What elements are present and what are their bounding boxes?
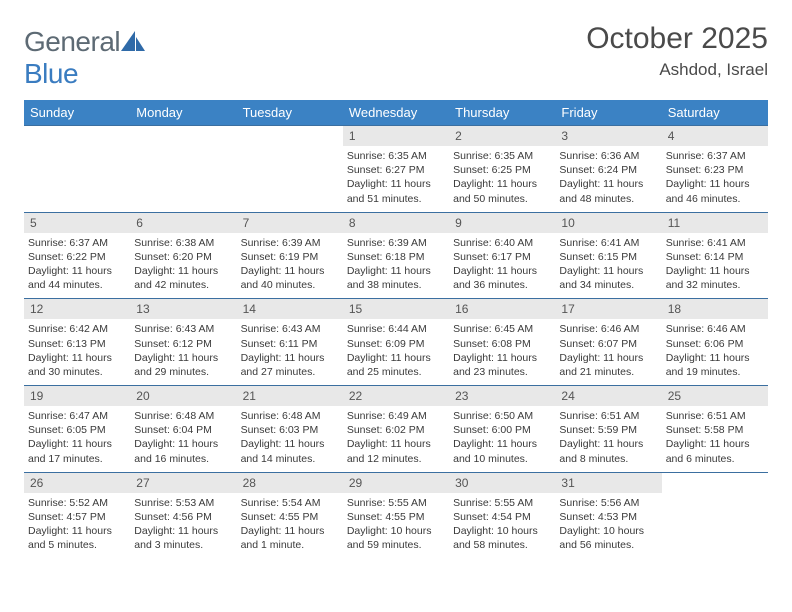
day-cell-body: Sunrise: 6:43 AMSunset: 6:12 PMDaylight:…: [130, 319, 236, 385]
day-cell-body: [662, 493, 768, 502]
day-cell-body: Sunrise: 6:39 AMSunset: 6:18 PMDaylight:…: [343, 233, 449, 299]
logo-sail-icon: [121, 26, 147, 58]
day-cell-body: Sunrise: 6:46 AMSunset: 6:07 PMDaylight:…: [555, 319, 661, 385]
page-title: October 2025: [586, 22, 768, 56]
week-number-row: 19202122232425: [24, 386, 768, 407]
day-cell-body: Sunrise: 6:48 AMSunset: 6:03 PMDaylight:…: [237, 406, 343, 472]
day-cell-body: Sunrise: 6:50 AMSunset: 6:00 PMDaylight:…: [449, 406, 555, 472]
day-number: 24: [555, 386, 661, 406]
day-number: 6: [130, 213, 236, 233]
day-header: Tuesday: [237, 100, 343, 126]
day-number: [24, 126, 130, 132]
calendar-page: GeneralBlue October 2025 Ashdod, Israel …: [0, 0, 792, 559]
day-cell-body: Sunrise: 5:54 AMSunset: 4:55 PMDaylight:…: [237, 493, 343, 559]
day-number: 20: [130, 386, 236, 406]
day-number: 10: [555, 213, 661, 233]
day-number: 25: [662, 386, 768, 406]
day-number: 30: [449, 473, 555, 493]
day-header: Saturday: [662, 100, 768, 126]
day-number: [130, 126, 236, 132]
week-number-row: 12131415161718: [24, 299, 768, 320]
day-header: Friday: [555, 100, 661, 126]
day-number: 4: [662, 126, 768, 146]
day-cell-body: Sunrise: 6:45 AMSunset: 6:08 PMDaylight:…: [449, 319, 555, 385]
day-number: 13: [130, 299, 236, 319]
day-number: 12: [24, 299, 130, 319]
day-cell-body: [237, 146, 343, 155]
day-number: 14: [237, 299, 343, 319]
day-cell-body: Sunrise: 6:39 AMSunset: 6:19 PMDaylight:…: [237, 233, 343, 299]
day-cell-body: Sunrise: 6:48 AMSunset: 6:04 PMDaylight:…: [130, 406, 236, 472]
day-number: 2: [449, 126, 555, 146]
day-number: 18: [662, 299, 768, 319]
day-cell-body: Sunrise: 6:41 AMSunset: 6:14 PMDaylight:…: [662, 233, 768, 299]
day-header: Wednesday: [343, 100, 449, 126]
day-number: 29: [343, 473, 449, 493]
week-body-row: Sunrise: 6:47 AMSunset: 6:05 PMDaylight:…: [24, 406, 768, 472]
calendar-table: SundayMondayTuesdayWednesdayThursdayFrid…: [24, 100, 768, 559]
day-cell-body: Sunrise: 6:51 AMSunset: 5:58 PMDaylight:…: [662, 406, 768, 472]
day-header: Sunday: [24, 100, 130, 126]
day-number: 9: [449, 213, 555, 233]
header: GeneralBlue October 2025 Ashdod, Israel: [24, 22, 768, 90]
day-number: 21: [237, 386, 343, 406]
title-block: October 2025 Ashdod, Israel: [586, 22, 768, 80]
day-number: 22: [343, 386, 449, 406]
day-number: 1: [343, 126, 449, 146]
day-cell-body: Sunrise: 6:46 AMSunset: 6:06 PMDaylight:…: [662, 319, 768, 385]
day-number: 17: [555, 299, 661, 319]
day-cell-body: Sunrise: 6:36 AMSunset: 6:24 PMDaylight:…: [555, 146, 661, 212]
day-cell-body: Sunrise: 6:42 AMSunset: 6:13 PMDaylight:…: [24, 319, 130, 385]
day-number: 27: [130, 473, 236, 493]
week-body-row: Sunrise: 6:42 AMSunset: 6:13 PMDaylight:…: [24, 319, 768, 385]
location-label: Ashdod, Israel: [586, 60, 768, 80]
day-number: 15: [343, 299, 449, 319]
week-number-row: 567891011: [24, 212, 768, 233]
day-cell-body: Sunrise: 5:55 AMSunset: 4:54 PMDaylight:…: [449, 493, 555, 559]
logo-part2: Blue: [24, 58, 78, 89]
day-number: 11: [662, 213, 768, 233]
week-body-row: Sunrise: 6:35 AMSunset: 6:27 PMDaylight:…: [24, 146, 768, 212]
day-number: 26: [24, 473, 130, 493]
logo-part1: General: [24, 26, 120, 57]
day-cell-body: Sunrise: 5:52 AMSunset: 4:57 PMDaylight:…: [24, 493, 130, 559]
week-number-row: 262728293031: [24, 472, 768, 493]
day-cell-body: Sunrise: 6:35 AMSunset: 6:27 PMDaylight:…: [343, 146, 449, 212]
logo: GeneralBlue: [24, 22, 147, 90]
day-cell-body: Sunrise: 6:35 AMSunset: 6:25 PMDaylight:…: [449, 146, 555, 212]
day-cell-body: Sunrise: 6:44 AMSunset: 6:09 PMDaylight:…: [343, 319, 449, 385]
week-number-row: 1234: [24, 126, 768, 147]
day-cell-body: Sunrise: 6:49 AMSunset: 6:02 PMDaylight:…: [343, 406, 449, 472]
day-cell-body: Sunrise: 6:43 AMSunset: 6:11 PMDaylight:…: [237, 319, 343, 385]
day-number: 23: [449, 386, 555, 406]
day-header: Monday: [130, 100, 236, 126]
day-cell-body: Sunrise: 6:37 AMSunset: 6:22 PMDaylight:…: [24, 233, 130, 299]
day-cell-body: [24, 146, 130, 155]
day-header-row: SundayMondayTuesdayWednesdayThursdayFrid…: [24, 100, 768, 126]
day-number: 28: [237, 473, 343, 493]
day-number: 31: [555, 473, 661, 493]
week-body-row: Sunrise: 5:52 AMSunset: 4:57 PMDaylight:…: [24, 493, 768, 559]
day-cell-body: Sunrise: 5:55 AMSunset: 4:55 PMDaylight:…: [343, 493, 449, 559]
day-cell-body: Sunrise: 5:53 AMSunset: 4:56 PMDaylight:…: [130, 493, 236, 559]
day-cell-body: Sunrise: 5:56 AMSunset: 4:53 PMDaylight:…: [555, 493, 661, 559]
day-number: 16: [449, 299, 555, 319]
day-cell-body: Sunrise: 6:37 AMSunset: 6:23 PMDaylight:…: [662, 146, 768, 212]
day-cell-body: [130, 146, 236, 155]
day-number: [237, 126, 343, 132]
day-header: Thursday: [449, 100, 555, 126]
day-cell-body: Sunrise: 6:47 AMSunset: 6:05 PMDaylight:…: [24, 406, 130, 472]
day-number: 7: [237, 213, 343, 233]
day-cell-body: Sunrise: 6:51 AMSunset: 5:59 PMDaylight:…: [555, 406, 661, 472]
day-cell-body: Sunrise: 6:41 AMSunset: 6:15 PMDaylight:…: [555, 233, 661, 299]
day-cell-body: Sunrise: 6:40 AMSunset: 6:17 PMDaylight:…: [449, 233, 555, 299]
day-number: 19: [24, 386, 130, 406]
week-body-row: Sunrise: 6:37 AMSunset: 6:22 PMDaylight:…: [24, 233, 768, 299]
day-number: 3: [555, 126, 661, 146]
day-number: 8: [343, 213, 449, 233]
day-cell-body: Sunrise: 6:38 AMSunset: 6:20 PMDaylight:…: [130, 233, 236, 299]
day-number: 5: [24, 213, 130, 233]
day-number: [662, 473, 768, 479]
logo-text: GeneralBlue: [24, 26, 147, 90]
